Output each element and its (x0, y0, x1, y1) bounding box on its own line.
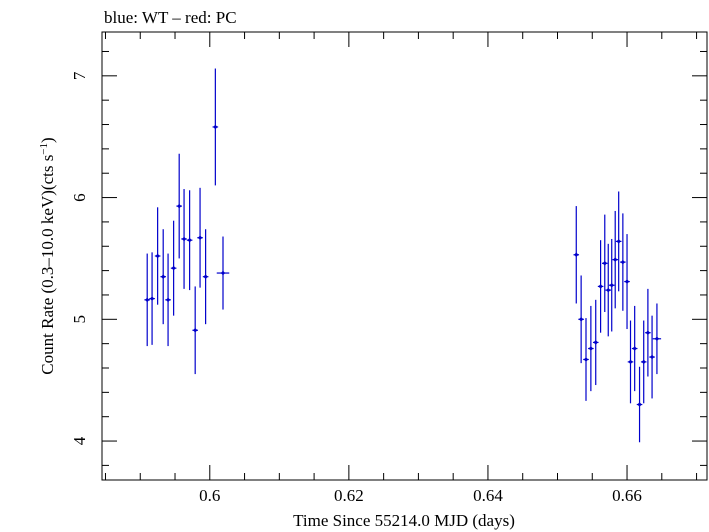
data-point (592, 299, 599, 386)
point-marker (609, 282, 614, 288)
x-tick-label: 0.6 (199, 486, 220, 505)
chart-title: blue: WT – red: PC (104, 8, 237, 27)
y-axis-ticks (102, 50, 707, 466)
point-marker (602, 261, 608, 266)
point-marker (220, 270, 226, 276)
data-point (144, 253, 150, 347)
x-tick-label: 0.66 (612, 486, 642, 505)
point-marker (171, 265, 176, 271)
y-axis-label: Count Rate (0.3–10.0 keV)(cts s−1) (38, 137, 57, 374)
x-axis-ticks (104, 32, 698, 480)
x-axis-tick-labels: 0.6 0.62 0.64 0.66 (199, 486, 642, 505)
y-tick-label: 7 (70, 71, 89, 80)
point-marker (616, 239, 621, 244)
point-marker (598, 284, 603, 289)
point-marker (187, 237, 192, 243)
data-point (154, 207, 161, 305)
data-point (583, 318, 589, 401)
data-point (212, 68, 219, 186)
data-point (608, 238, 615, 332)
point-marker (574, 252, 579, 258)
y-axis-label-superscript: −1 (38, 143, 50, 155)
point-marker (203, 274, 208, 279)
point-marker (628, 359, 633, 365)
data-point (645, 288, 651, 377)
data-point (170, 220, 177, 316)
data-point (612, 210, 618, 309)
data-point (165, 253, 171, 347)
data-point (652, 303, 662, 375)
data-point (573, 206, 580, 304)
point-marker (620, 259, 626, 265)
axes-box (101, 31, 708, 481)
x-tick-label: 0.64 (473, 486, 503, 505)
data-point (627, 320, 634, 404)
data-point (160, 229, 166, 325)
y-axis-tick-labels: 4 5 6 7 (70, 71, 89, 445)
data-point (578, 275, 584, 364)
point-marker (197, 235, 203, 241)
data-point (181, 189, 187, 289)
data-point (615, 191, 622, 292)
data-point (192, 286, 198, 375)
point-marker (583, 357, 589, 362)
point-marker (624, 279, 630, 284)
point-marker (149, 296, 155, 301)
x-tick-label: 0.62 (334, 486, 364, 505)
data-point (624, 234, 630, 330)
point-marker (165, 297, 171, 303)
point-marker (144, 297, 150, 303)
point-marker (654, 336, 660, 342)
data-point (149, 252, 155, 345)
y-axis-label-main: Count Rate (0.3–10.0 keV)(cts s (38, 155, 57, 375)
point-marker (192, 327, 198, 333)
point-marker (593, 340, 598, 345)
data-point (605, 243, 612, 337)
plot-frame (101, 31, 708, 481)
y-tick-label: 4 (70, 436, 89, 445)
point-marker (605, 287, 611, 293)
point-marker (612, 257, 618, 262)
data-point (597, 240, 604, 333)
point-marker (645, 330, 651, 335)
data-point (202, 229, 209, 325)
point-marker (578, 317, 584, 322)
data-point (176, 153, 182, 259)
point-marker (155, 253, 160, 259)
y-axis-label-close: ) (38, 137, 57, 143)
point-marker (637, 402, 642, 407)
y-tick-label: 5 (70, 315, 89, 324)
data-point (649, 315, 655, 399)
data-point (186, 190, 193, 291)
point-marker (176, 203, 182, 209)
data-point (216, 236, 230, 310)
data-point (631, 305, 638, 392)
data-point (620, 213, 626, 311)
data-point (601, 214, 608, 312)
point-marker (649, 354, 655, 360)
point-marker (213, 124, 218, 130)
data-point (588, 305, 594, 392)
x-axis-label: Time Since 55214.0 MJD (days) (293, 511, 515, 530)
data-point (197, 187, 203, 288)
point-marker (160, 274, 166, 279)
point-marker (641, 359, 646, 365)
point-marker (588, 346, 594, 351)
y-tick-label: 6 (70, 193, 89, 202)
data-points (144, 68, 662, 443)
point-marker (632, 346, 637, 351)
data-point (640, 320, 647, 404)
data-point (636, 366, 643, 443)
point-marker (181, 236, 187, 242)
